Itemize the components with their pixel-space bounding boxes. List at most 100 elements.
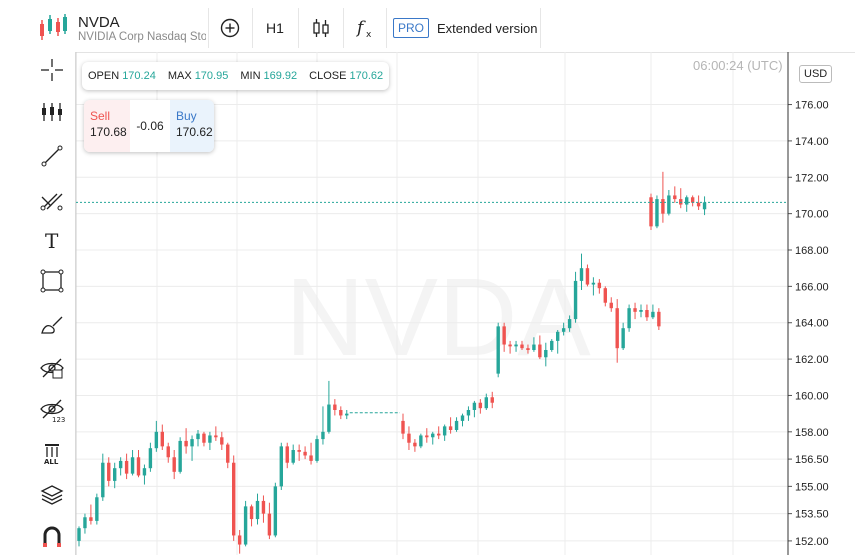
candle-body	[220, 437, 224, 445]
chart-type-button[interactable]	[300, 8, 342, 48]
candle-body	[645, 310, 649, 318]
candle	[184, 428, 188, 454]
candle	[214, 426, 218, 441]
candle	[514, 340, 518, 352]
candle	[460, 413, 465, 427]
candle-body	[407, 433, 411, 443]
candle-body	[101, 462, 105, 498]
candle-body	[83, 517, 87, 529]
brush-icon	[41, 316, 63, 334]
rectangle-tool[interactable]	[34, 266, 70, 296]
magnet-icon	[43, 526, 61, 547]
candle	[538, 335, 542, 360]
candle	[172, 450, 176, 480]
candle	[645, 304, 649, 321]
candle-body	[502, 326, 506, 345]
candle	[297, 444, 301, 461]
candle	[101, 453, 105, 501]
trend-line-icon	[41, 145, 63, 167]
candle-body	[609, 302, 613, 309]
candle-body	[573, 280, 578, 320]
indicators-tool[interactable]	[34, 97, 70, 127]
candle	[208, 431, 212, 450]
candle-body	[478, 402, 483, 409]
candle-body	[315, 439, 319, 461]
candle-body	[649, 197, 653, 227]
brush-tool[interactable]	[34, 310, 70, 340]
candle	[633, 302, 637, 320]
candle	[696, 195, 701, 210]
candle	[107, 457, 111, 487]
extended-version-button[interactable]: PRO Extended version	[393, 8, 538, 48]
candle	[508, 340, 512, 354]
candle-body	[208, 435, 212, 443]
add-symbol-button[interactable]	[210, 8, 250, 48]
candle	[526, 344, 530, 354]
plus-circle-icon	[220, 18, 240, 38]
candle-body	[267, 513, 272, 536]
layers-tool[interactable]	[34, 480, 70, 510]
indicators-icon	[42, 103, 62, 121]
candle-body	[243, 506, 248, 545]
candle	[148, 442, 153, 472]
candle	[95, 493, 99, 525]
candle-body	[460, 415, 465, 421]
candle-body	[679, 199, 683, 205]
buy-button[interactable]: Buy 170.62	[170, 100, 214, 152]
candle-body	[136, 457, 141, 476]
candle	[345, 410, 349, 420]
symbol-name[interactable]: NVDA	[78, 14, 120, 31]
candle	[667, 190, 671, 216]
trend-line-tool[interactable]	[34, 141, 70, 171]
candle-body	[448, 426, 453, 430]
candle-body	[538, 344, 542, 358]
candle-body	[279, 446, 283, 487]
crosshair-tool[interactable]	[34, 55, 70, 85]
sell-price: 170.68	[90, 125, 127, 139]
sell-button[interactable]: Sell 170.68	[84, 100, 130, 152]
magnet-tool[interactable]	[34, 522, 70, 552]
candle	[567, 315, 572, 332]
currency-button[interactable]: USD	[799, 65, 833, 83]
fib-tool[interactable]	[34, 185, 70, 215]
candle-body	[526, 348, 530, 350]
candle-body	[579, 268, 584, 281]
candle-body	[597, 282, 602, 289]
y-tick-label: 155.00	[795, 481, 829, 493]
open-label: OPEN	[88, 70, 120, 82]
candle-body	[345, 413, 349, 416]
candle-body	[442, 426, 447, 436]
hide-numbers-tool[interactable]: 123	[34, 395, 70, 425]
candle	[315, 435, 319, 463]
y-tick-label: 164.00	[795, 318, 829, 330]
timeframe-button[interactable]: H1	[266, 20, 284, 36]
candle-body	[490, 397, 494, 403]
extended-version-label: Extended version	[437, 20, 538, 36]
candle-body	[172, 457, 176, 472]
candle	[597, 279, 602, 294]
text-tool[interactable]: T	[34, 225, 70, 255]
candle-body	[437, 433, 441, 436]
candle	[502, 322, 506, 352]
hide-drawings-tool[interactable]	[34, 353, 70, 383]
symbol-description: NVIDIA Corp Nasdaq Stock	[78, 31, 206, 43]
candle-body	[627, 308, 631, 329]
candle	[261, 495, 266, 523]
candle-body	[661, 199, 665, 214]
candle-body	[673, 195, 677, 200]
candle	[309, 442, 313, 465]
candle-body	[633, 308, 637, 312]
candle	[291, 444, 295, 465]
candle	[532, 337, 536, 352]
candle	[490, 391, 494, 409]
candle	[83, 513, 87, 534]
delete-all-tool[interactable]: ALL	[34, 437, 70, 467]
candle-body	[702, 202, 707, 210]
candle-body	[118, 460, 123, 469]
trade-panel: Sell 170.68 -0.06 Buy 170.62	[84, 100, 214, 152]
candle	[657, 308, 661, 330]
candle	[279, 442, 283, 490]
candle-body	[249, 506, 254, 520]
candle	[591, 277, 596, 296]
